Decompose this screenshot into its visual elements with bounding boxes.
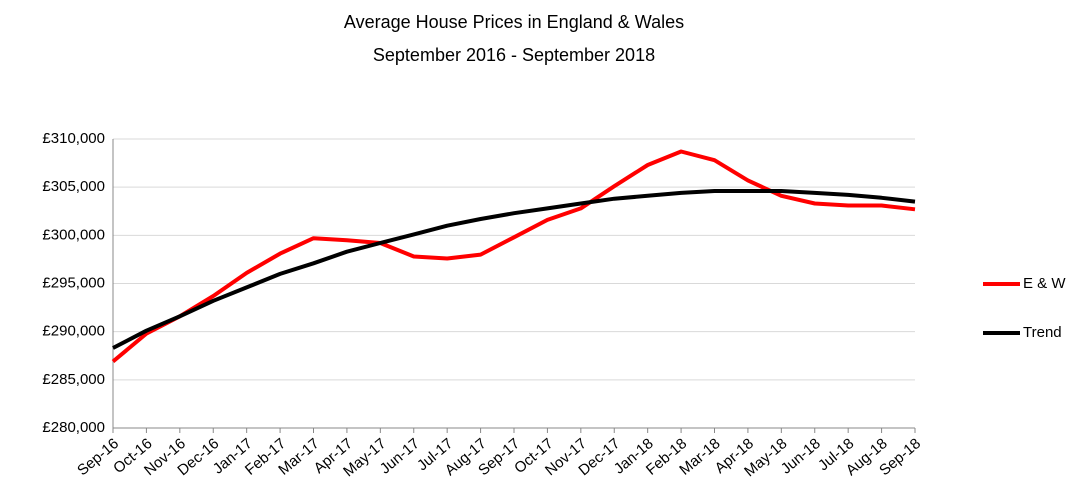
- y-tick-label: £310,000: [42, 130, 105, 147]
- y-tick-label: £305,000: [42, 178, 105, 195]
- chart-subtitle: September 2016 - September 2018: [373, 45, 655, 65]
- y-tick-label: £290,000: [42, 323, 105, 340]
- line-series: [111, 149, 916, 364]
- line-series: [112, 189, 916, 350]
- legend-label: E & W: [1023, 275, 1066, 292]
- chart-title: Average House Prices in England & Wales: [344, 12, 684, 32]
- y-tick-label: £285,000: [42, 371, 105, 388]
- y-tick-label: £280,000: [42, 419, 105, 436]
- legend-label: Trend: [1023, 324, 1062, 341]
- y-tick-label: £300,000: [42, 226, 105, 243]
- y-tick-label: £295,000: [42, 274, 105, 291]
- x-tick-label: Sep-16: [74, 435, 122, 479]
